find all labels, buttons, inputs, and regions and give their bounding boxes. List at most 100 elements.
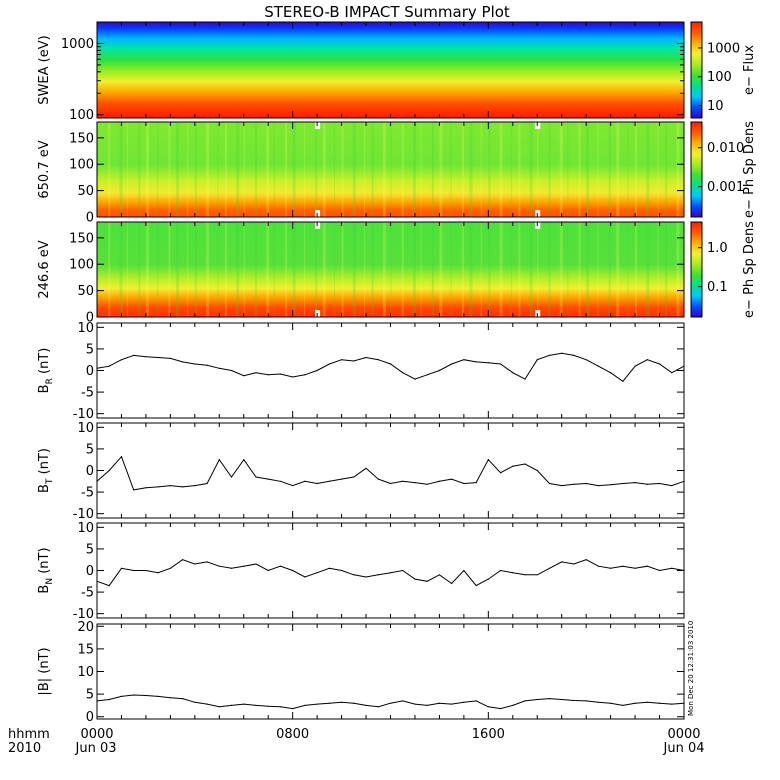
heatmap-2-stripe-26 bbox=[352, 222, 356, 317]
series-point-3-34 bbox=[512, 372, 514, 374]
heatmap-2-stripe-46 bbox=[548, 222, 551, 317]
panel-1-frame bbox=[96, 121, 685, 218]
heatmap-1-stripe-14 bbox=[236, 122, 240, 217]
series-line-4 bbox=[96, 455, 685, 491]
heatmap-2-stripe-1 bbox=[108, 222, 111, 317]
series-point-4-13 bbox=[255, 476, 257, 478]
series-point-6-47 bbox=[671, 703, 673, 705]
y-axis-label-5: BN (nT) bbox=[37, 547, 55, 593]
series-point-5-24 bbox=[389, 572, 392, 574]
series-point-5-31 bbox=[475, 585, 477, 587]
series-point-4-38 bbox=[561, 485, 563, 487]
series-point-5-34 bbox=[512, 572, 514, 574]
heatmap-1-stripe-40 bbox=[488, 122, 491, 217]
series-point-4-42 bbox=[610, 484, 612, 486]
heatmap-1-stripe-24 bbox=[334, 122, 336, 217]
y-axis-label-2: 246.6 eV bbox=[37, 240, 52, 298]
heatmap-2-stripe-4 bbox=[138, 222, 141, 317]
series-point-4-34 bbox=[512, 465, 514, 467]
heatmap-2-stripe-59 bbox=[676, 222, 680, 317]
heatmap-1-stripe-6 bbox=[157, 122, 159, 217]
series-point-6-18 bbox=[316, 703, 318, 705]
series-point-3-25 bbox=[402, 372, 404, 374]
heatmap-2-stripe-33 bbox=[420, 222, 422, 317]
heatmap-swea-fill bbox=[97, 22, 684, 118]
series-point-6-8 bbox=[194, 701, 196, 703]
series-point-5-38 bbox=[561, 561, 563, 563]
series-point-6-15 bbox=[279, 706, 281, 708]
series-point-4-35 bbox=[524, 463, 526, 465]
series-point-3-26 bbox=[414, 378, 416, 380]
y-tick-label-1-0: 150 bbox=[69, 131, 94, 146]
heatmap-1-stripe-38 bbox=[469, 122, 473, 217]
y-tick-label-2-1: 100 bbox=[69, 258, 94, 273]
heatmap-2-stripe-52 bbox=[608, 222, 611, 317]
panel-6-frame bbox=[96, 623, 685, 720]
colorbar-label-1: e− Ph Sp Dens bbox=[742, 121, 757, 218]
y-axis-label-sub-4: T bbox=[45, 478, 55, 485]
heatmap-1-stripe-13 bbox=[224, 122, 227, 217]
panel-2-frame bbox=[96, 221, 685, 318]
heatmap-1-stripe-12 bbox=[217, 122, 219, 217]
series-point-6-11 bbox=[230, 704, 233, 707]
series-point-3-32 bbox=[487, 362, 489, 364]
colorbar-tick-label-1-1: 0.001 bbox=[707, 180, 744, 195]
series-point-4-8 bbox=[194, 485, 196, 487]
series-point-6-22 bbox=[365, 704, 367, 707]
y-tick-label-5-2: 0 bbox=[86, 564, 94, 579]
colorbar-tick-label-0-2: 10 bbox=[707, 99, 724, 114]
y-axis-label-1: 650.7 eV bbox=[37, 140, 52, 198]
y-axis-label-4: BT (nT) bbox=[37, 448, 55, 493]
colorbar-tick-label-0-0: 1000 bbox=[707, 41, 740, 56]
series-point-4-10 bbox=[218, 459, 220, 461]
series-point-3-7 bbox=[182, 361, 184, 363]
series-point-5-23 bbox=[377, 574, 379, 576]
series-point-5-41 bbox=[597, 565, 600, 567]
heatmap-2-stripe-10 bbox=[194, 222, 197, 317]
series-point-4-39 bbox=[573, 483, 575, 485]
y-tick-label-0-0: 1000 bbox=[61, 37, 94, 52]
heatmap-1-stripe-50 bbox=[586, 122, 590, 217]
series-point-5-9 bbox=[206, 561, 208, 563]
heatmap-2-stripe-2 bbox=[119, 222, 123, 317]
heatmap-1-fill bbox=[97, 122, 684, 217]
heatmap-1-stripe-28 bbox=[371, 122, 374, 217]
heatmap-1-stripe-31 bbox=[401, 122, 404, 217]
heatmap-2-stripe-3 bbox=[127, 222, 129, 317]
series-point-5-6 bbox=[169, 567, 171, 569]
series-point-5-12 bbox=[243, 565, 245, 567]
heatmap-2-stripe-5 bbox=[145, 222, 149, 317]
y-tick-label-5-4: -10 bbox=[73, 607, 94, 622]
series-point-5-44 bbox=[634, 567, 636, 569]
y-tick-label-4-3: -5 bbox=[81, 486, 94, 501]
series-point-5-22 bbox=[365, 576, 367, 578]
series-point-6-38 bbox=[561, 698, 563, 701]
series-point-4-28 bbox=[438, 480, 440, 482]
series-point-6-24 bbox=[389, 702, 392, 704]
series-point-3-1 bbox=[108, 365, 110, 367]
y-axis-label-6: |B| (nT) bbox=[37, 647, 52, 695]
colorbar-label-2: e− Ph Sp Dens bbox=[742, 221, 757, 318]
series-point-5-28 bbox=[438, 574, 440, 576]
series-point-4-14 bbox=[267, 478, 269, 480]
series-point-4-3 bbox=[133, 489, 135, 491]
series-point-4-32 bbox=[487, 459, 489, 461]
series-point-3-30 bbox=[463, 359, 465, 361]
y-tick-label-6-2: 10 bbox=[77, 665, 94, 680]
heatmap-2-stripe-29 bbox=[382, 222, 386, 317]
series-point-4-27 bbox=[426, 483, 428, 485]
heatmap-1-stripe-3 bbox=[127, 122, 129, 217]
series-point-3-31 bbox=[475, 361, 477, 363]
series-point-6-46 bbox=[658, 702, 661, 704]
heatmap-2-stripe-48 bbox=[567, 222, 569, 317]
series-point-3-15 bbox=[279, 373, 281, 375]
series-point-5-39 bbox=[573, 563, 575, 565]
series-point-4-6 bbox=[169, 485, 171, 487]
series-point-6-40 bbox=[585, 700, 587, 702]
y-axis-label-unit-3: (nT) bbox=[37, 348, 52, 378]
y-tick-label-3-1: 5 bbox=[86, 342, 94, 357]
series-point-5-5 bbox=[157, 572, 159, 574]
heatmap-1-stripe-16 bbox=[255, 122, 258, 217]
y-axis-label-main-3: B bbox=[37, 384, 52, 393]
